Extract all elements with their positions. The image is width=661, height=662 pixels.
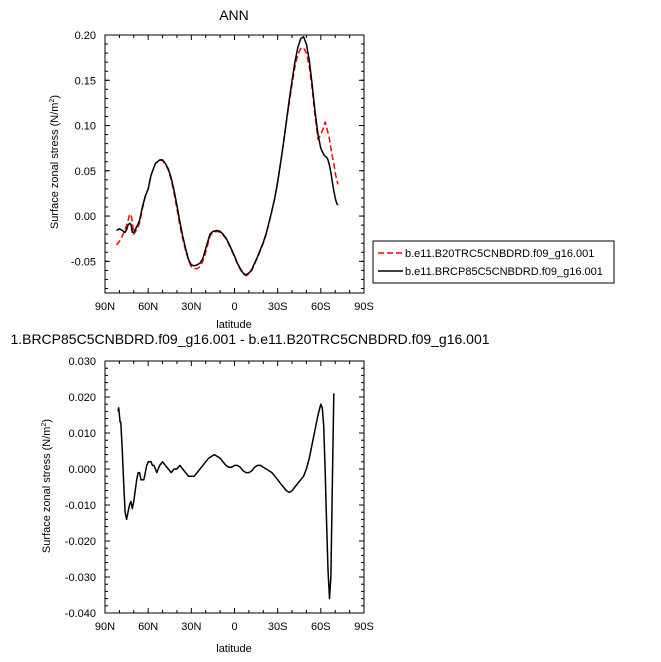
- bottom-chart: 1.BRCP85C5CNBDRD.f09_g16.001 - b.e11.B20…: [10, 331, 489, 655]
- top-chart-y-axis-label: Surface zonal stress (N/m2): [49, 95, 61, 229]
- bottom-x-tick-label: 30N: [181, 621, 201, 633]
- top-x-tick-label: 30N: [181, 301, 201, 313]
- bottom-chart-title: 1.BRCP85C5CNBDRD.f09_g16.001 - b.e11.B20…: [10, 331, 489, 347]
- legend-box: [372, 240, 615, 284]
- bottom-y-label-main: Surface zonal stress (N/m: [41, 427, 53, 554]
- top-x-tick-label: 90S: [354, 301, 374, 313]
- top-series-line-1: [116, 36, 339, 276]
- top-y-label-main: Surface zonal stress (N/m: [49, 103, 61, 230]
- top-y-tick-label: 0.05: [75, 166, 96, 178]
- bottom-y-tick-label: -0.030: [65, 572, 96, 584]
- top-y-tick-label: -0.05: [71, 256, 96, 268]
- top-y-tick-label: 0.20: [75, 30, 96, 42]
- top-x-tick-label: 60S: [311, 301, 331, 313]
- top-x-tick-label: 0: [231, 301, 237, 313]
- bottom-chart-x-axis-label: latitude: [216, 643, 251, 655]
- top-x-tick-label: 60N: [138, 301, 158, 313]
- top-chart-x-axis-label: latitude: [216, 319, 251, 331]
- top-x-tick-label: 90N: [95, 301, 115, 313]
- legend-entry-historical: b.e11.B20TRC5CNBDRD.f09_g16.001: [405, 248, 594, 260]
- bottom-y-tick-label: 0.030: [68, 356, 96, 368]
- top-x-tick-label: 30S: [268, 301, 288, 313]
- bottom-x-tick-label: 30S: [268, 621, 288, 633]
- top-chart: ANN 90N 60N 30N 0 30S 60S 90S 0.20 0.15 0.10 0.05 0…: [49, 7, 374, 331]
- top-y-tick-label: 0.15: [75, 75, 96, 87]
- top-y-tick-label: 0.00: [75, 211, 96, 223]
- bottom-y-tick-label: 0.000: [68, 464, 96, 476]
- bottom-y-tick-label: -0.010: [65, 500, 96, 512]
- bottom-x-tick-label: 0: [231, 621, 237, 633]
- bottom-y-tick-label: 0.010: [68, 428, 96, 440]
- bottom-y-label-sup: 2: [41, 423, 48, 427]
- top-y-label-close: ): [49, 95, 61, 99]
- bottom-x-tick-label: 90N: [95, 621, 115, 633]
- top-chart-title: ANN: [219, 7, 249, 23]
- bottom-x-tick-label: 60S: [311, 621, 331, 633]
- bottom-chart-y-axis-label: Surface zonal stress (N/m2): [41, 419, 53, 553]
- bottom-y-tick-label: -0.040: [65, 608, 96, 620]
- legend-entry-rcp85: b.e11.BRCP85C5CNBDRD.f09_g16.001: [405, 266, 603, 278]
- top-y-label-sup: 2: [49, 99, 56, 103]
- bottom-y-label-close: ): [41, 419, 53, 423]
- bottom-x-tick-label: 60N: [138, 621, 158, 633]
- bottom-series-line-0: [117, 393, 335, 600]
- top-y-tick-label: 0.10: [75, 121, 96, 133]
- legend: b.e11.B20TRC5CNBDRD.f09_g16.001 b.e11.BR…: [372, 240, 615, 284]
- bottom-x-tick-label: 90S: [354, 621, 374, 633]
- bottom-y-tick-label: -0.020: [65, 536, 96, 548]
- bottom-y-tick-label: 0.020: [68, 392, 96, 404]
